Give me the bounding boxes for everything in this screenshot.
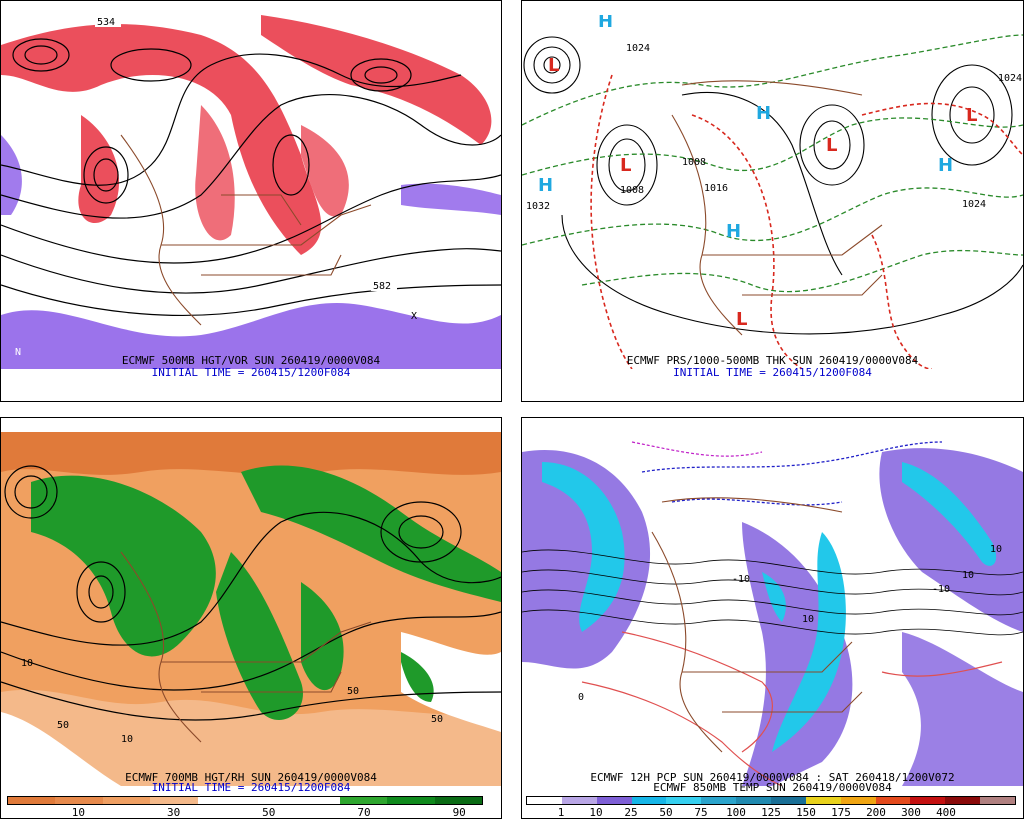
rh-colorbar-tick-label: 10 xyxy=(71,806,86,819)
contour-label: 50 xyxy=(347,686,359,697)
temperature-label: 10 xyxy=(990,544,1002,555)
map-500mb-height-vorticity: 534 582 X N xyxy=(1,15,501,369)
precip-colorbar-tick-label: 300 xyxy=(901,806,921,819)
contour-label: 582 xyxy=(373,281,391,292)
rh-colorbar-swatch xyxy=(434,797,483,804)
high-pressure-marker: H xyxy=(598,15,613,32)
map-700mb-height-rh: 10 50 50 10 50 xyxy=(1,432,501,786)
high-pressure-marker: H xyxy=(756,103,771,124)
precip-colorbar-swatch xyxy=(805,797,841,804)
rh-colorbar-swatch xyxy=(339,797,388,804)
precip-colorbar-swatch xyxy=(840,797,876,804)
panel-pressure-thickness: L L L L L H H H H H 1032 1008 1024 1016 … xyxy=(521,0,1024,402)
contour-label: 50 xyxy=(57,720,69,731)
rh-colorbar-swatch xyxy=(387,797,435,804)
temperature-labels: 10 10 -10 0 10 -10 xyxy=(578,544,1002,703)
precip-colorbar-tick-label: 25 xyxy=(624,806,638,819)
precip-colorbar-tick-label: 175 xyxy=(831,806,851,819)
low-pressure-marker: L xyxy=(548,55,559,76)
rh-colorbar-tick-label: 90 xyxy=(452,806,466,819)
isobar-label: 1008 xyxy=(682,157,706,168)
contour-label: 50 xyxy=(431,714,443,725)
temperature-label: -10 xyxy=(732,574,750,585)
precip-colorbar-swatch xyxy=(596,797,632,804)
caption-product: ECMWF PRS/1000-500MB THK SUN 260419/0000… xyxy=(626,354,919,367)
precip-colorbar-swatch xyxy=(736,797,772,804)
precip-colorbar-ticks: 1 10 25 50 75 100 125 150 175 200 300 400 xyxy=(526,806,1016,818)
precip-colorbar-tick-label: 150 xyxy=(796,806,816,819)
rh-colorbar-tick-label: 50 xyxy=(262,806,276,819)
precip-colorbar xyxy=(526,796,1016,805)
rh-colorbar-swatch xyxy=(8,797,56,804)
precip-colorbar-tick-label: 125 xyxy=(761,806,781,819)
map-precip-850mb-temp: 10 10 -10 0 10 -10 xyxy=(522,432,1023,786)
precip-colorbar-tick-label: 50 xyxy=(659,806,673,819)
temperature-label: 10 xyxy=(962,570,974,581)
low-pressure-marker: L xyxy=(826,135,837,156)
caption-secondary-product: ECMWF 850MB TEMP SUN 260419/0000V084 xyxy=(653,781,892,794)
precip-colorbar-swatch xyxy=(666,797,702,804)
caption-initial-time: INITIAL TIME = 260415/1200F084 xyxy=(151,781,351,794)
temperature-label: 10 xyxy=(802,614,814,625)
map-pressure-thickness: L L L L L H H H H H 1032 1008 1024 1016 … xyxy=(522,15,1023,369)
precip-colorbar-swatch xyxy=(631,797,667,804)
low-pressure-marker: L xyxy=(620,155,631,176)
high-pressure-marker: H xyxy=(938,155,953,176)
caption-product: ECMWF 12H PCP SUN 260419/0000V084 : SAT … xyxy=(590,771,955,784)
precip-colorbar-swatch xyxy=(980,797,1016,804)
precip-colorbar-swatch xyxy=(875,797,911,804)
isobar-label: 1024 xyxy=(998,73,1022,84)
vorticity-max-marker: N xyxy=(15,347,21,358)
contour-label: 10 xyxy=(121,734,133,745)
precip-colorbar-tick-label: 75 xyxy=(694,806,708,819)
precip-colorbar-tick-label: 400 xyxy=(936,806,956,819)
precip-colorbar-tick-label: 10 xyxy=(589,806,603,819)
precip-colorbar-swatch xyxy=(910,797,946,804)
isobar-labels: 1032 1008 1024 1016 1008 1024 1024 xyxy=(526,43,1022,212)
isobar-label: 1024 xyxy=(626,43,650,54)
low-pressure-marker: L xyxy=(736,309,747,330)
rh-colorbar-swatch xyxy=(245,797,293,804)
high-pressure-marker: H xyxy=(538,175,553,196)
contour-label-group: 10 50 50 10 50 xyxy=(21,658,443,745)
vorticity-min-marker: X xyxy=(411,311,417,322)
panel-700mb-height-rh: 10 50 50 10 50 ECMWF 700MB HGT/RH SUN 26… xyxy=(0,417,502,819)
contour-label-group: 534 582 X N xyxy=(15,15,417,358)
precip-colorbar-tick-label: 200 xyxy=(866,806,886,819)
high-pressure-marker: H xyxy=(726,221,741,242)
precip-colorbar-tick-label: 1 xyxy=(557,806,565,819)
caption-initial-time: INITIAL TIME = 260415/1200F084 xyxy=(151,366,351,379)
rh-colorbar-swatch xyxy=(197,797,246,804)
rh-colorbar-ticks: 10 30 50 70 90 xyxy=(7,806,483,818)
rh-colorbar-tick-label: 30 xyxy=(166,806,181,819)
low-pressure-marker: L xyxy=(966,105,977,126)
pressure-centers: L L L L L H H H H H xyxy=(538,15,977,330)
rh-colorbar-swatch xyxy=(150,797,198,804)
rh-colorbar-swatch xyxy=(292,797,340,804)
isobar-label: 1032 xyxy=(526,201,550,212)
temperature-label: -10 xyxy=(932,584,950,595)
isobar-label: 1024 xyxy=(962,199,986,210)
panel-500mb-height-vorticity: 534 582 X N ECMWF 500MB HGT/VOR SUN 2604… xyxy=(0,0,502,402)
precip-colorbar-swatch xyxy=(701,797,737,804)
contour-label: 10 xyxy=(21,658,33,669)
isobar-label: 1016 xyxy=(704,183,728,194)
caption-initial-time: INITIAL TIME = 260415/1200F084 xyxy=(673,366,872,379)
rh-colorbar xyxy=(7,796,483,805)
precip-colorbar-swatch xyxy=(771,797,806,804)
rh-colorbar-swatch xyxy=(55,797,103,804)
precip-colorbar-tick-label: 100 xyxy=(726,806,746,819)
panel-precip-850mb-temp: 10 10 -10 0 10 -10 ECMWF 12H PCP SUN 260… xyxy=(521,417,1024,819)
caption-product: ECMWF 700MB HGT/RH SUN 260419/0000V084 xyxy=(125,771,377,784)
rh-colorbar-tick-label: 70 xyxy=(357,806,371,819)
temperature-label: 0 xyxy=(578,692,584,703)
isobar-label: 1008 xyxy=(620,185,644,196)
precip-colorbar-swatch xyxy=(527,797,562,804)
rh-colorbar-swatch xyxy=(102,797,151,804)
caption-product: ECMWF 500MB HGT/VOR SUN 260419/0000V084 xyxy=(121,354,381,367)
contour-label: 534 xyxy=(97,17,115,28)
precip-colorbar-swatch xyxy=(945,797,981,804)
precip-colorbar-swatch xyxy=(561,797,597,804)
